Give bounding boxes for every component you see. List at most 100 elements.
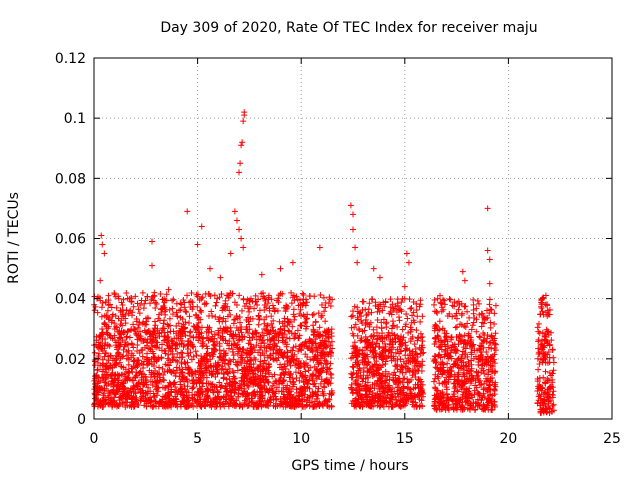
- data-point: [325, 380, 332, 387]
- data-point: [273, 395, 280, 402]
- data-point: [202, 290, 209, 297]
- data-point: [178, 325, 185, 332]
- data-point: [316, 244, 323, 251]
- data-point: [283, 302, 290, 309]
- data-point: [221, 350, 228, 357]
- data-point: [254, 302, 261, 309]
- data-point: [267, 394, 274, 401]
- data-point: [158, 309, 165, 316]
- data-point: [227, 358, 234, 365]
- data-point: [207, 386, 214, 393]
- data-point: [190, 303, 197, 310]
- data-point: [208, 372, 215, 379]
- data-point: [254, 366, 261, 373]
- data-point: [261, 357, 268, 364]
- data-point: [125, 361, 132, 368]
- data-point: [292, 331, 299, 338]
- data-point: [245, 340, 252, 347]
- data-point: [311, 398, 318, 405]
- data-point: [227, 250, 234, 257]
- data-point: [242, 393, 249, 400]
- data-point: [159, 341, 166, 348]
- data-point: [152, 373, 159, 380]
- data-point: [220, 375, 227, 382]
- data-point: [197, 307, 204, 314]
- data-point: [175, 320, 182, 327]
- data-point: [230, 352, 237, 359]
- data-point: [239, 356, 246, 363]
- data-point: [313, 355, 320, 362]
- data-point: [165, 383, 172, 390]
- data-point: [181, 299, 188, 306]
- data-point: [121, 376, 128, 383]
- data-point: [101, 319, 108, 326]
- data-point: [230, 369, 237, 376]
- data-point: [193, 329, 200, 336]
- data-point: [391, 369, 398, 376]
- data-point: [163, 339, 170, 346]
- data-point: [282, 308, 289, 315]
- data-point: [395, 314, 402, 321]
- data-point: [280, 384, 287, 391]
- data-point: [247, 357, 254, 364]
- data-point: [228, 395, 235, 402]
- data-point: [470, 306, 477, 313]
- data-point: [165, 397, 172, 404]
- data-point: [195, 398, 202, 405]
- x-axis-label: GPS time / hours: [291, 458, 408, 474]
- data-point: [208, 349, 215, 356]
- data-point: [270, 334, 277, 341]
- data-point: [419, 333, 426, 340]
- data-point: [263, 348, 270, 355]
- data-point: [240, 295, 247, 302]
- data-point: [306, 377, 313, 384]
- data-point: [238, 323, 245, 330]
- data-point: [127, 388, 134, 395]
- data-point: [226, 381, 233, 388]
- data-point: [163, 291, 170, 298]
- data-point: [294, 327, 301, 334]
- data-point: [296, 332, 303, 339]
- data-point: [327, 370, 334, 377]
- data-point: [309, 311, 316, 318]
- data-point: [156, 364, 163, 371]
- data-point: [184, 292, 191, 299]
- data-point: [149, 294, 156, 301]
- data-point: [99, 331, 106, 338]
- data-point: [183, 402, 190, 409]
- data-point: [550, 367, 557, 374]
- data-point: [266, 386, 273, 393]
- data-point: [269, 302, 276, 309]
- data-point: [128, 312, 135, 319]
- data-point: [269, 382, 276, 389]
- data-point: [283, 401, 290, 408]
- data-point: [218, 290, 225, 297]
- data-point: [240, 118, 247, 125]
- data-point: [311, 293, 318, 300]
- data-point: [134, 300, 141, 307]
- data-point: [290, 379, 297, 386]
- data-point: [270, 389, 277, 396]
- data-point: [206, 324, 213, 331]
- data-point: [306, 403, 313, 410]
- data-point: [297, 385, 304, 392]
- data-point: [122, 403, 129, 410]
- data-point: [177, 300, 184, 307]
- data-point: [123, 290, 130, 297]
- data-point: [298, 323, 305, 330]
- data-point: [297, 389, 304, 396]
- data-point: [487, 324, 494, 331]
- data-point: [461, 277, 468, 284]
- data-point: [177, 306, 184, 313]
- data-point: [102, 299, 109, 306]
- data-point: [318, 314, 325, 321]
- data-point: [297, 322, 304, 329]
- data-point: [431, 296, 438, 303]
- data-point: [154, 380, 161, 387]
- data-point: [131, 357, 138, 364]
- data-point: [276, 318, 283, 325]
- data-point: [216, 379, 223, 386]
- data-point: [319, 388, 326, 395]
- data-point: [326, 390, 333, 397]
- data-point: [213, 299, 220, 306]
